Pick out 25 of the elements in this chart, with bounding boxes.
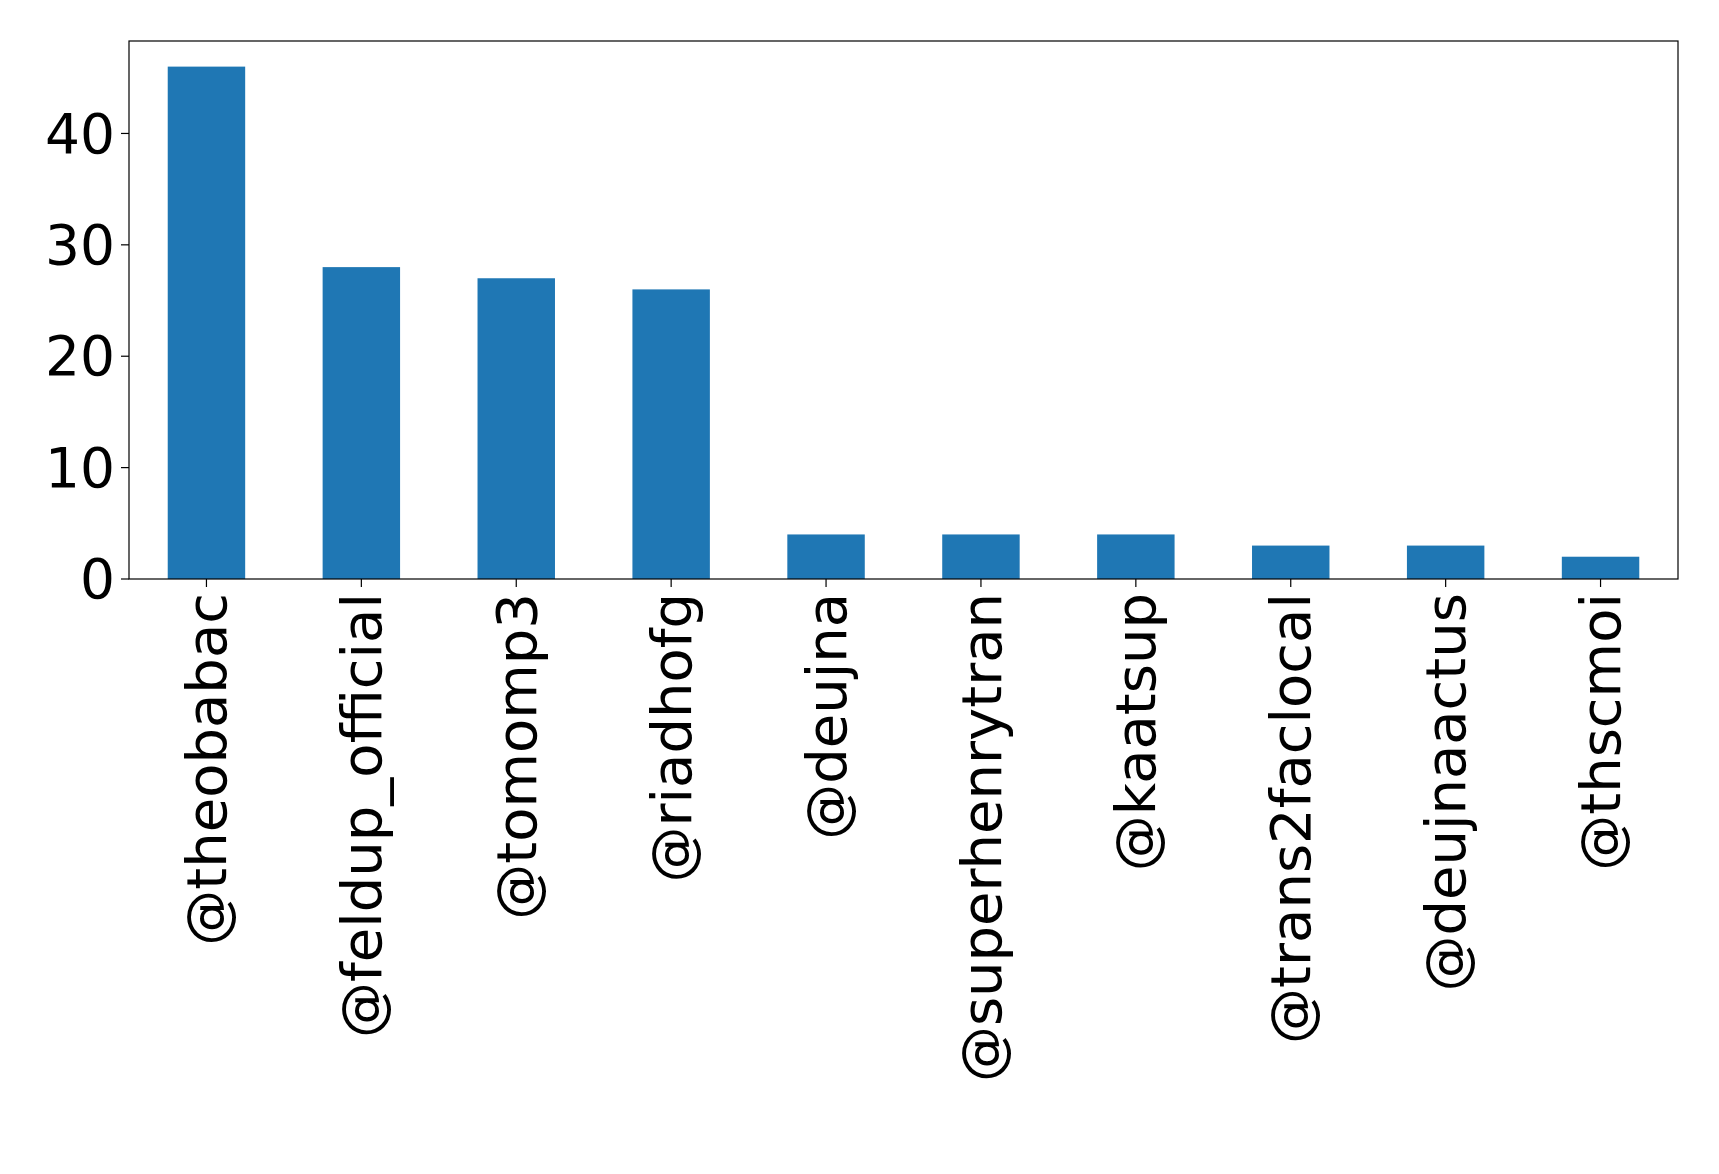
bar: [787, 534, 865, 579]
y-tick-label: 10: [45, 435, 115, 500]
y-tick-label: 30: [45, 213, 115, 278]
x-tick-label: @kaatsup: [1103, 593, 1169, 872]
x-tick-label: @feldup_official: [328, 593, 394, 1038]
bar: [167, 66, 246, 579]
bar: [1097, 534, 1175, 579]
y-tick-label: 40: [45, 101, 115, 166]
x-tick-label: @deujnaactus: [1413, 593, 1479, 992]
y-tick-label: 20: [45, 324, 115, 389]
bar: [1561, 556, 1640, 579]
bar: [1406, 545, 1485, 579]
x-tick-label: @thscmoi: [1568, 593, 1634, 871]
x-tick-label: @theobabac: [174, 593, 240, 946]
x-tick-label: @deujna: [793, 593, 859, 840]
bar: [632, 289, 710, 579]
x-tick-label: @trans2faclocal: [1258, 593, 1324, 1044]
y-tick-label: 0: [80, 547, 115, 612]
bar: [322, 267, 401, 579]
x-tick-label: @riadhofg: [638, 593, 704, 883]
bar: [477, 278, 555, 579]
x-tick-label: @superhenrytran: [948, 593, 1014, 1083]
x-tick-label: @tomomp3: [483, 593, 549, 920]
bar: [1252, 545, 1330, 579]
bar: [942, 534, 1020, 579]
